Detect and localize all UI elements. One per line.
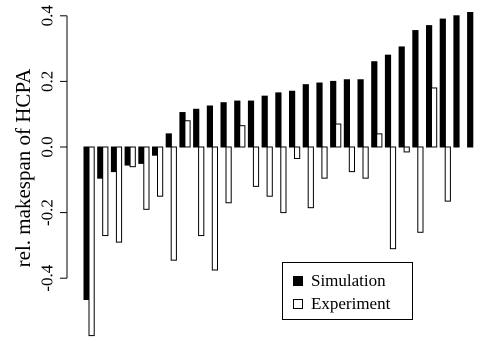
bar-experiment: [294, 146, 301, 159]
bar-simulation: [426, 25, 433, 148]
bar-experiment: [348, 146, 355, 173]
legend-swatch-simulation: [293, 276, 303, 286]
bar-experiment: [170, 146, 177, 261]
bar-simulation: [97, 146, 104, 179]
bar-simulation: [206, 105, 214, 148]
bar-experiment: [417, 146, 424, 233]
bar-simulation: [152, 146, 159, 156]
bar-experiment: [335, 123, 342, 148]
bar-experiment: [225, 146, 232, 204]
y-tick-label: 0.4: [38, 5, 57, 27]
bar-simulation: [302, 84, 309, 148]
bar-experiment: [239, 125, 246, 148]
bar-simulation: [275, 92, 282, 148]
y-tick-label: -0.4: [38, 264, 57, 291]
bar-experiment: [252, 146, 260, 187]
bar-simulation: [138, 146, 145, 164]
bar-experiment: [389, 146, 397, 250]
bar-experiment: [115, 146, 123, 243]
bar-experiment: [321, 146, 328, 179]
bar-simulation: [330, 80, 337, 148]
bar-experiment: [444, 146, 451, 202]
bar-simulation: [110, 146, 118, 173]
bar-simulation: [179, 112, 186, 148]
bar-experiment: [266, 146, 273, 197]
legend-label-simulation: Simulation: [311, 271, 386, 290]
bar-simulation: [384, 54, 392, 148]
bar-simulation: [165, 133, 172, 148]
bar-experiment: [198, 146, 205, 237]
bar-experiment: [129, 146, 136, 168]
bar-simulation: [357, 79, 364, 148]
bar-experiment: [376, 133, 383, 148]
bar-simulation: [261, 95, 268, 148]
bar-simulation: [371, 61, 378, 148]
legend-item-experiment: Experiment: [283, 293, 390, 315]
y-tick-label: 0.0: [38, 136, 57, 157]
bar-simulation: [220, 102, 227, 148]
bar-experiment: [307, 146, 314, 209]
bar-experiment: [280, 146, 287, 214]
y-axis-label: rel. makespan of HCPA: [11, 68, 35, 268]
bar-experiment: [184, 120, 191, 148]
bar-simulation: [193, 108, 200, 148]
bar-simulation: [398, 46, 405, 148]
bar-simulation: [343, 79, 350, 148]
bar-simulation: [234, 100, 241, 148]
bar-experiment: [403, 146, 410, 153]
bar-simulation: [467, 12, 474, 148]
legend: Simulation Experiment: [282, 262, 413, 320]
bar-experiment: [143, 146, 150, 210]
bars: [83, 12, 474, 337]
bar-experiment: [88, 146, 95, 337]
bar-experiment: [362, 146, 369, 179]
bar-simulation: [247, 100, 255, 148]
bar-simulation: [289, 90, 296, 148]
bar-simulation: [412, 30, 419, 148]
y-axis: -0.4 -0.2 0.0 0.2 0.4: [38, 5, 68, 292]
bar-experiment: [211, 146, 219, 271]
legend-item-simulation: Simulation: [283, 270, 386, 292]
y-tick-label: 0.2: [38, 71, 57, 92]
legend-label-experiment: Experiment: [311, 294, 391, 313]
bar-simulation: [316, 82, 323, 148]
bar-experiment: [431, 87, 438, 148]
bar-experiment: [102, 146, 109, 237]
bar-simulation: [439, 18, 446, 148]
bar-simulation: [453, 15, 460, 148]
bar-simulation: [83, 146, 90, 301]
bar-simulation: [124, 146, 131, 166]
bar-experiment: [157, 146, 164, 197]
legend-swatch-experiment: [293, 299, 303, 309]
y-tick-label: -0.2: [38, 199, 57, 226]
